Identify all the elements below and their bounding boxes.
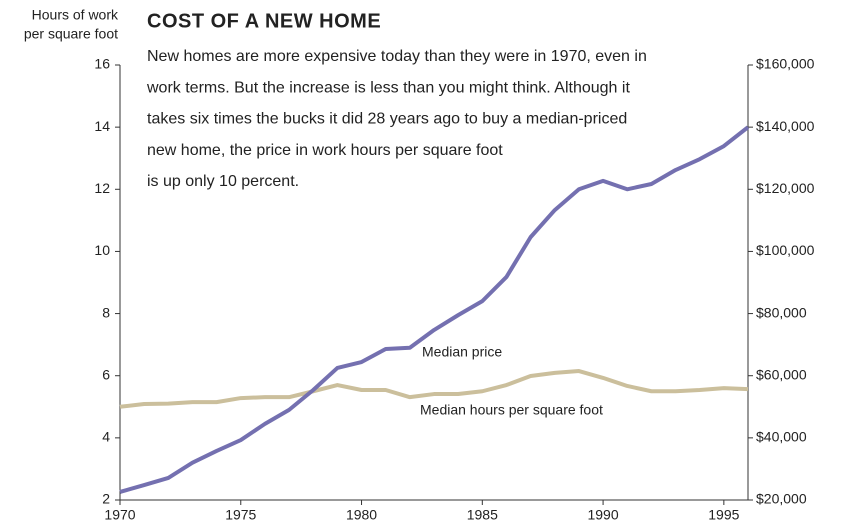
y-tick-label: 12 — [94, 180, 110, 196]
y-tick-label: 6 — [102, 366, 110, 382]
x-tick-label: 1990 — [587, 507, 618, 523]
x-tick-label: 1980 — [346, 507, 377, 523]
y-tick-label: 14 — [94, 118, 110, 134]
annotation: Median price — [422, 344, 502, 360]
y2-tick-label: $140,000 — [756, 118, 815, 134]
y-tick-label: 10 — [94, 242, 110, 258]
chart-title: COST OF A NEW HOME — [147, 10, 381, 32]
x-tick-label: 1970 — [104, 507, 135, 523]
x-tick-label: 1975 — [225, 507, 256, 523]
subtitle-line: is up only 10 percent. — [147, 173, 299, 190]
y-axis-label: per square foot — [24, 26, 118, 42]
annotation: Median hours per square foot — [420, 402, 603, 418]
y-axis-label: Hours of work — [32, 7, 119, 23]
series-line — [119, 369, 749, 409]
x-tick-label: 1985 — [467, 507, 498, 523]
y2-tick-label: $100,000 — [756, 242, 815, 258]
y2-tick-label: $20,000 — [756, 491, 807, 507]
y2-tick-label: $80,000 — [756, 304, 807, 320]
y2-tick-label: $60,000 — [756, 366, 807, 382]
y-tick-label: 2 — [102, 491, 110, 507]
y2-tick-label: $40,000 — [756, 429, 807, 445]
subtitle-line: New homes are more expensive today than … — [147, 48, 647, 65]
subtitle-line: new home, the price in work hours per sq… — [147, 142, 503, 159]
y-tick-label: 8 — [102, 304, 110, 320]
y2-tick-label: $120,000 — [756, 180, 815, 196]
y-tick-label: 16 — [94, 56, 110, 72]
y-tick-label: 4 — [102, 429, 110, 445]
subtitle-line: takes six times the bucks it did 28 year… — [147, 111, 627, 128]
subtitle-line: work terms. But the increase is less tha… — [146, 79, 630, 96]
y2-tick-label: $160,000 — [756, 56, 815, 72]
x-tick-label: 1995 — [708, 507, 739, 523]
series-line — [119, 125, 750, 494]
